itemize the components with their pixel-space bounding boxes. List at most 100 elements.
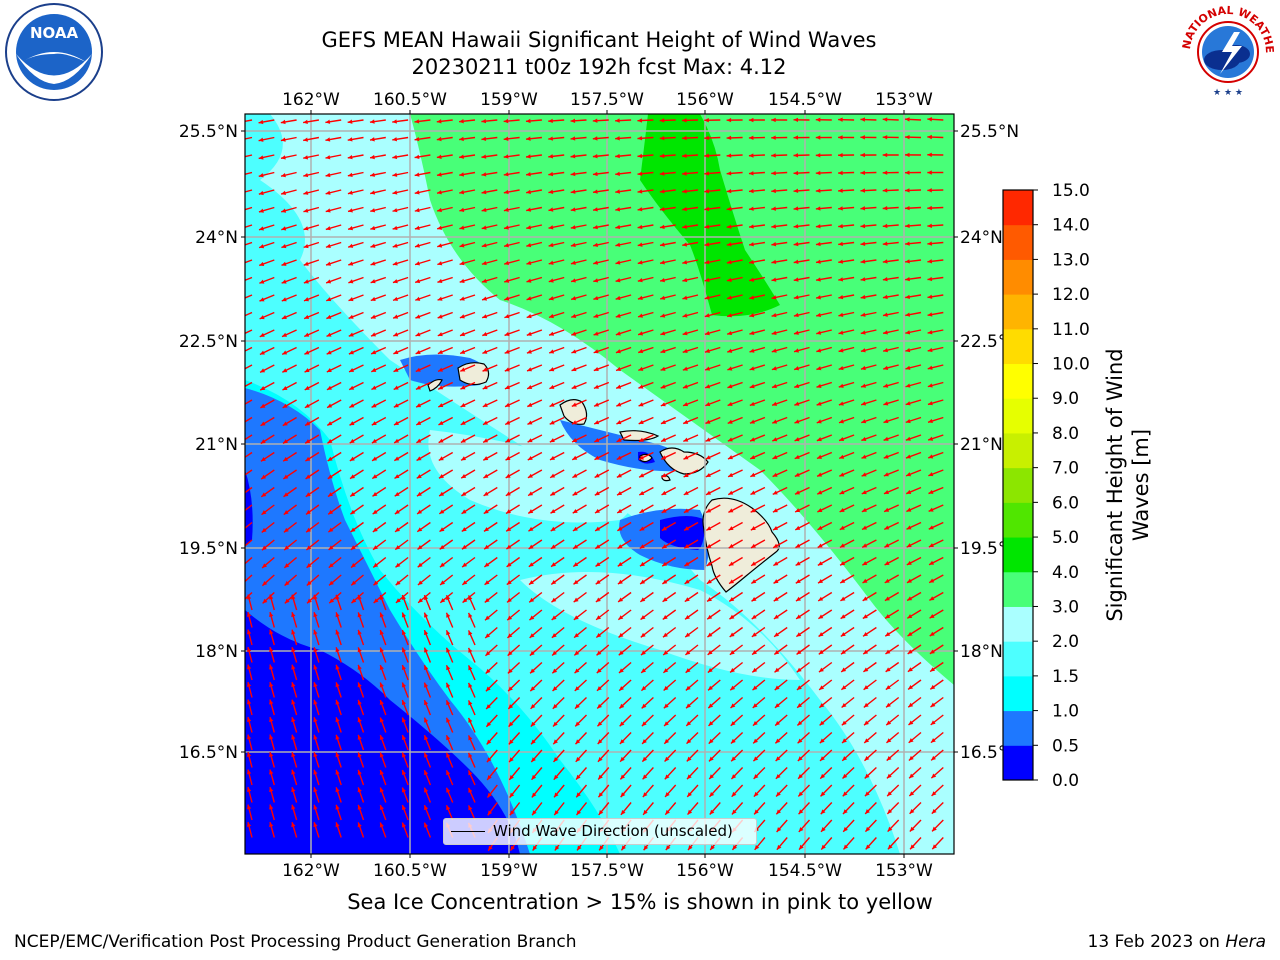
wave-arrow bbox=[794, 486, 810, 495]
wave-arrow bbox=[641, 749, 654, 763]
wave-arrow bbox=[704, 241, 721, 247]
wave-arrow bbox=[401, 769, 409, 786]
wave-arrow bbox=[530, 749, 543, 763]
wave-arrow bbox=[906, 556, 922, 566]
wave-arrow bbox=[887, 819, 900, 833]
wave-arrow bbox=[467, 647, 476, 663]
wave-arrow bbox=[575, 802, 588, 816]
wave-arrow bbox=[357, 752, 365, 768]
wave-arrow bbox=[379, 752, 387, 768]
wave-arrow bbox=[291, 821, 298, 838]
wave-arrow bbox=[707, 661, 721, 674]
wave-arrow bbox=[357, 822, 365, 838]
wave-arrow bbox=[617, 574, 632, 585]
wave-arrow bbox=[438, 504, 454, 515]
wave-arrow bbox=[528, 591, 543, 603]
wave-arrow bbox=[438, 469, 454, 479]
wave-arrow bbox=[305, 451, 320, 462]
wave-arrow bbox=[461, 486, 476, 497]
wave-arrow bbox=[838, 241, 855, 247]
wave-arrow bbox=[326, 381, 342, 391]
wave-arrow bbox=[683, 469, 699, 478]
wave-arrow bbox=[616, 434, 632, 443]
wave-arrow bbox=[793, 311, 810, 318]
wave-arrow bbox=[930, 749, 944, 761]
wave-arrow bbox=[907, 696, 922, 708]
wave-arrow bbox=[727, 416, 743, 424]
wave-arrow bbox=[258, 119, 275, 125]
wave-arrow bbox=[907, 644, 922, 655]
wave-arrow bbox=[467, 805, 476, 821]
wave-arrow bbox=[392, 136, 409, 142]
wave-arrow bbox=[245, 206, 253, 211]
wave-arrow bbox=[773, 626, 788, 638]
wave-arrow bbox=[795, 609, 810, 620]
wave-arrow bbox=[269, 751, 275, 768]
wave-arrow bbox=[571, 329, 587, 336]
wave-arrow bbox=[683, 486, 699, 496]
wave-arrow bbox=[905, 241, 922, 246]
wave-arrow bbox=[303, 294, 320, 302]
wave-arrow bbox=[503, 241, 520, 248]
wave-arrow bbox=[927, 329, 944, 335]
wave-arrow bbox=[423, 682, 432, 698]
wave-arrow bbox=[504, 294, 520, 301]
wave-arrow bbox=[436, 154, 453, 159]
wave-arrow bbox=[685, 696, 699, 709]
wave-arrow bbox=[798, 837, 811, 851]
wave-arrow bbox=[335, 594, 342, 611]
wave-arrow bbox=[401, 647, 409, 663]
wave-arrow bbox=[905, 329, 922, 335]
wave-arrow bbox=[772, 451, 788, 460]
wave-arrow bbox=[726, 276, 743, 282]
wave-arrow bbox=[571, 451, 587, 461]
wave-arrow bbox=[663, 732, 677, 745]
wave-arrow bbox=[771, 188, 788, 194]
wave-arrow bbox=[708, 714, 721, 727]
wave-arrow bbox=[816, 451, 833, 460]
colorbar-swatch bbox=[1003, 259, 1033, 295]
wave-arrow bbox=[596, 679, 610, 692]
wave-arrow bbox=[571, 346, 587, 354]
wave-arrow bbox=[660, 416, 676, 425]
wave-arrow bbox=[326, 346, 342, 355]
wave-arrow bbox=[904, 134, 922, 140]
wave-arrow bbox=[372, 486, 387, 497]
wave-arrow bbox=[246, 751, 253, 768]
wave-arrow bbox=[245, 119, 253, 123]
wave-arrow bbox=[335, 647, 342, 663]
wave-arrow bbox=[245, 241, 253, 246]
wave-arrow bbox=[882, 311, 899, 317]
wave-arrow bbox=[883, 381, 899, 388]
wave-arrow bbox=[797, 731, 810, 744]
wave-arrow bbox=[357, 612, 365, 628]
wave-arrow bbox=[526, 329, 543, 336]
wave-arrow bbox=[882, 241, 899, 246]
wave-arrow bbox=[467, 595, 476, 611]
wave-arrow bbox=[348, 311, 364, 320]
wave-arrow bbox=[640, 626, 654, 638]
wave-arrow bbox=[325, 206, 342, 213]
wave-arrow bbox=[683, 521, 699, 532]
wave-arrow bbox=[347, 154, 364, 160]
wave-arrow bbox=[392, 189, 409, 195]
wave-arrow bbox=[379, 717, 387, 733]
wave-arrow bbox=[357, 682, 365, 698]
wave-arrow bbox=[508, 767, 521, 781]
wave-arrow bbox=[798, 819, 811, 833]
wave-arrow bbox=[684, 556, 699, 567]
wave-arrow bbox=[328, 574, 342, 586]
wave-arrow bbox=[436, 206, 453, 213]
wave-arrow bbox=[259, 294, 275, 302]
wave-arrow bbox=[245, 346, 253, 352]
lon-tick-top: 154.5°W bbox=[768, 90, 842, 110]
wave-arrow bbox=[401, 804, 409, 821]
wave-arrow bbox=[327, 521, 342, 533]
wave-arrow bbox=[571, 399, 587, 407]
wave-arrow bbox=[860, 117, 877, 122]
wave-arrow bbox=[615, 311, 632, 318]
wave-arrow bbox=[908, 731, 922, 744]
wave-arrow bbox=[726, 241, 743, 247]
wave-arrow bbox=[481, 276, 498, 283]
lat-tick-left: 19.5°N bbox=[179, 539, 238, 559]
